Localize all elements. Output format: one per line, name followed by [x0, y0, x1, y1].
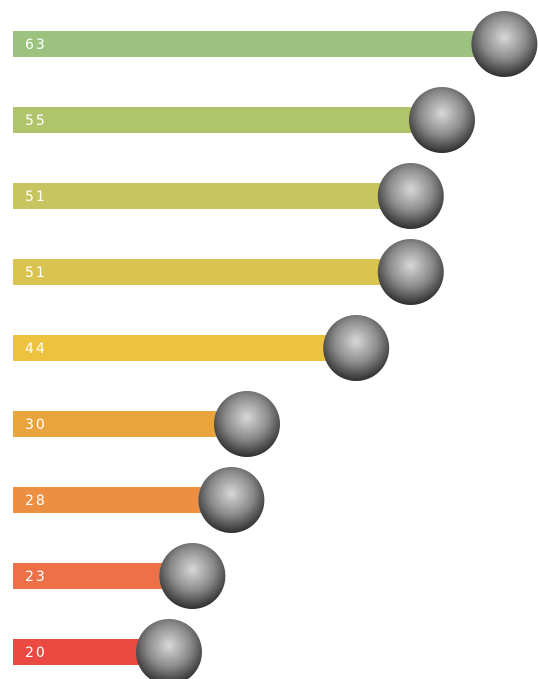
portrait — [198, 467, 265, 533]
bar — [13, 259, 411, 285]
value-label: 28 — [25, 493, 47, 509]
bar — [13, 411, 247, 437]
portrait — [323, 315, 390, 381]
portrait — [159, 543, 226, 609]
bar — [13, 107, 442, 133]
bar — [13, 487, 232, 513]
bar — [13, 183, 411, 209]
value-label: 30 — [25, 417, 47, 433]
portrait — [377, 239, 444, 305]
value-label: 23 — [25, 569, 47, 585]
value-label: 51 — [25, 265, 47, 281]
portrait — [409, 87, 475, 153]
value-label: 44 — [25, 341, 47, 357]
portrait — [377, 163, 444, 229]
bar — [13, 31, 505, 57]
portrait — [471, 11, 538, 77]
value-label: 63 — [25, 37, 47, 53]
portrait — [136, 619, 202, 679]
bar — [13, 335, 357, 361]
value-label: 55 — [25, 113, 47, 129]
value-label: 20 — [25, 645, 47, 661]
value-label: 51 — [25, 189, 47, 205]
portrait — [214, 391, 280, 457]
